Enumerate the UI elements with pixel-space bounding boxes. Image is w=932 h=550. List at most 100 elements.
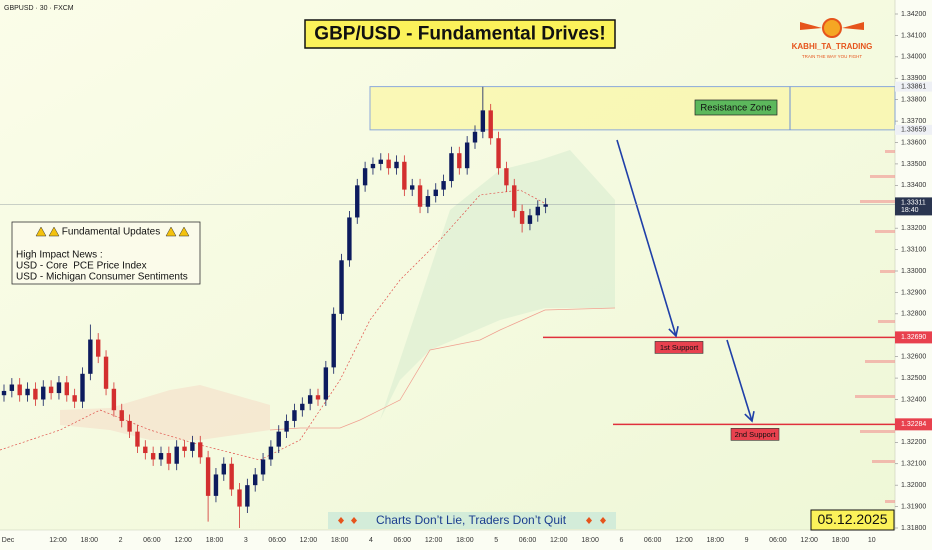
zone-label-box (694, 99, 778, 116)
cloud (60, 385, 270, 440)
arrow (616, 139, 677, 337)
x-tick-label: 12:00 (550, 537, 568, 544)
moving-average (0, 189, 549, 461)
price-label-box (895, 331, 932, 344)
candle-body (41, 386, 46, 400)
candle-body (9, 384, 15, 391)
resistance-zone (369, 86, 896, 131)
candle-body (150, 453, 156, 460)
candle-body (64, 382, 69, 396)
candle (135, 425, 140, 454)
candle (441, 174, 446, 197)
candle (229, 457, 234, 496)
x-tick-label: 06:00 (268, 537, 286, 544)
candle-body (48, 386, 54, 394)
support-label-box (730, 428, 780, 441)
candle (127, 414, 132, 439)
candle (245, 478, 250, 514)
y-tick-label: 1.34100 (901, 32, 926, 39)
zone-label: Resistance Zone (700, 103, 771, 114)
candle-body (457, 153, 462, 169)
candle-body (143, 446, 148, 454)
candle (535, 200, 540, 222)
candle (410, 178, 415, 197)
candle (111, 382, 117, 417)
warning-icons (35, 226, 190, 237)
x-tick-label: 18:00 (456, 537, 474, 544)
candle (64, 375, 69, 402)
x-tick-label: 12:00 (800, 537, 818, 544)
y-tick-label: 1.32600 (901, 354, 926, 361)
candle (25, 382, 30, 402)
candle (527, 208, 533, 231)
current-price-box (895, 197, 932, 216)
candle-body (488, 110, 493, 139)
candle (33, 382, 38, 406)
x-tick-label: 12:00 (300, 537, 318, 544)
cloud (380, 150, 615, 420)
y-tick-label: 1.33600 (901, 139, 926, 146)
current-price-time: 18:40 (901, 207, 919, 214)
candle-body (433, 189, 438, 197)
x-tick-label: 10 (868, 537, 876, 544)
y-tick-label: 1.33200 (901, 225, 926, 232)
y-tick-label: 1.32800 (901, 311, 926, 318)
volume-profile (855, 150, 895, 503)
candle-body (527, 215, 533, 224)
candle-body (307, 395, 313, 404)
x-tick-label: 18:00 (81, 537, 99, 544)
candle (103, 350, 109, 396)
candle (237, 483, 242, 528)
banner: Charts Don’t Lie, Traders Don’t Quit (376, 513, 567, 527)
y-tick-label: 1.32400 (901, 396, 926, 403)
candle (355, 178, 360, 224)
candle-body (496, 138, 501, 169)
support-label-box (654, 341, 704, 354)
candle-body (33, 388, 38, 400)
x-tick-label: 9 (745, 537, 749, 544)
candle (1, 384, 7, 402)
x-tick-label: 12:00 (49, 537, 67, 544)
candle-body (472, 131, 478, 143)
notes-title: Fundamental Updates (62, 227, 160, 238)
candle (205, 450, 211, 522)
candle (88, 324, 93, 381)
candle-body (331, 313, 336, 368)
candle (143, 440, 148, 460)
candle (182, 440, 187, 458)
candle-body (339, 260, 344, 314)
candle-body (300, 403, 305, 411)
candle (394, 155, 399, 175)
y-tick-label: 1.34200 (901, 11, 926, 18)
candle (433, 183, 438, 203)
y-tick-label: 1.32500 (901, 375, 926, 382)
candle-body (182, 446, 187, 451)
x-tick-label: 18:00 (206, 537, 224, 544)
y-tick-label: 1.33700 (901, 118, 926, 125)
y-tick-label: 1.33000 (901, 268, 926, 275)
candle (425, 189, 431, 214)
support-label: 2nd Support (735, 430, 777, 439)
x-tick-label: 12:00 (675, 537, 693, 544)
candle (417, 178, 423, 214)
candle (362, 161, 368, 192)
candle (386, 153, 391, 175)
candle-body (213, 474, 219, 496)
notes-line: USD - Core PCE Price Index (16, 261, 147, 272)
candle-body (103, 356, 109, 389)
candle-body (386, 159, 391, 169)
notes-line: USD - Michigan Consumer Sentiments (16, 272, 188, 283)
candle (347, 211, 352, 267)
candle-body (88, 339, 93, 374)
x-tick-label: 12:00 (174, 537, 192, 544)
candle (464, 136, 470, 175)
candle (402, 155, 407, 197)
candle-body (512, 185, 517, 212)
candle (331, 307, 336, 374)
candle-body (166, 453, 172, 464)
y-tick-label: 1.33100 (901, 246, 926, 253)
candle (198, 435, 203, 464)
x-tick-label: 18:00 (581, 537, 599, 544)
brand-tagline: TRAIN THE WAY YOU FIGHT (802, 54, 863, 59)
candle-body (410, 185, 415, 190)
